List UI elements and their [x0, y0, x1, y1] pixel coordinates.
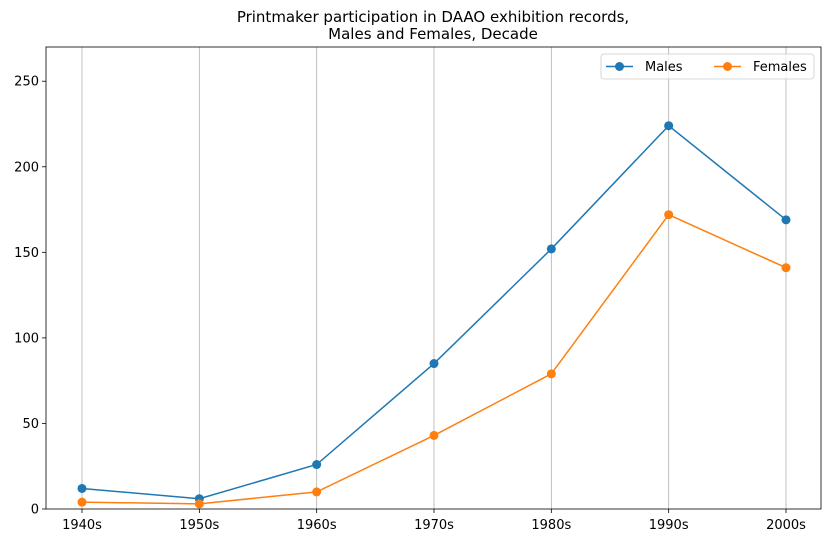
point-males-1940s [77, 483, 87, 493]
point-males-1960s [312, 460, 322, 470]
y-tick-label: 250 [14, 75, 39, 90]
series-males [77, 121, 791, 504]
point-females-1970s [429, 430, 439, 440]
legend-marker-males [615, 62, 624, 71]
x-tick-label: 1980s [531, 518, 571, 533]
x-tick-label: 1950s [179, 518, 219, 533]
point-females-1950s [194, 499, 204, 509]
point-females-1940s [77, 497, 87, 507]
point-males-1970s [429, 359, 439, 369]
y-tick-label: 50 [22, 417, 39, 432]
point-females-2000s [781, 263, 791, 273]
legend: Males Females [600, 53, 815, 80]
y-tick-label: 200 [14, 160, 39, 175]
legend-entry-males: Males [606, 60, 683, 75]
x-tick-label: 1960s [297, 518, 337, 533]
point-males-2000s [781, 215, 791, 225]
legend-label-females: Females [753, 60, 807, 75]
x-tick-label: 1940s [62, 518, 102, 533]
legend-box [600, 53, 815, 80]
legend-label-males: Males [645, 60, 683, 75]
axes: 1940s 1950s 1960s 1970s 1980s 1990s 2000s 0 50 10… [14, 46, 822, 533]
y-tick-label: 150 [14, 246, 39, 261]
point-males-1980s [546, 244, 556, 254]
series-layer [77, 121, 791, 509]
chart-title-line-1: Printmaker participation in DAAO exhibit… [237, 8, 629, 26]
point-females-1980s [546, 369, 556, 379]
point-males-1990s [664, 121, 674, 131]
x-tick-label: 1970s [414, 518, 454, 533]
x-tick-label: 2000s [766, 518, 806, 533]
legend-entry-females: Females [714, 60, 807, 75]
y-tick-label: 0 [31, 503, 39, 518]
chart-title-line-2: Males and Females, Decade [328, 25, 538, 43]
y-tick-label: 100 [14, 331, 39, 346]
legend-marker-females [723, 62, 732, 71]
series-females [77, 210, 791, 509]
plot-frame [45, 46, 822, 510]
point-females-1990s [664, 210, 674, 220]
point-females-1960s [312, 487, 322, 497]
x-tick-label: 1990s [649, 518, 689, 533]
chart-title: Printmaker participation in DAAO exhibit… [237, 8, 629, 43]
